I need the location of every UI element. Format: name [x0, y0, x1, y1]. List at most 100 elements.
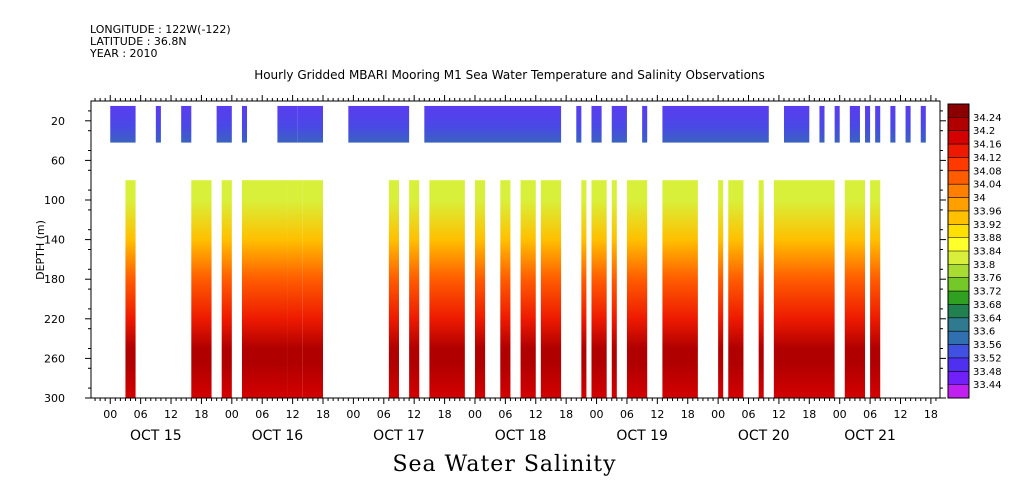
x-tick-label: 12: [407, 408, 421, 421]
deep-block-3: [241, 180, 288, 398]
x-tick-label: 12: [772, 408, 786, 421]
colorbar-label: 34.24: [973, 113, 1002, 124]
colorbar-label: 33.88: [973, 233, 1002, 244]
x-tick-label: 06: [620, 408, 634, 421]
x-day-label: OCT 15: [130, 428, 182, 444]
colorbar-swatch: [948, 224, 969, 239]
deep-block-6: [388, 180, 399, 398]
colorbar-label: 34: [973, 193, 986, 204]
colorbar-label: 34.08: [973, 166, 1002, 177]
surface-block-15: [819, 105, 825, 143]
colorbar-label: 33.8: [973, 260, 995, 271]
colorbar-swatch: [948, 117, 969, 132]
surface-block-4: [241, 105, 248, 143]
x-tick-label: 18: [194, 408, 208, 421]
y-tick-label: 220: [44, 313, 65, 326]
x-tick-label: 06: [255, 408, 269, 421]
deep-block-20: [758, 180, 764, 398]
deep-block-22: [844, 180, 866, 398]
colorbar-swatch: [948, 157, 969, 172]
surface-block-10: [591, 105, 602, 143]
colorbar-label: 34.04: [973, 180, 1002, 191]
deep-block-15: [611, 180, 617, 398]
y-tick-label: 140: [44, 234, 65, 247]
x-tick-label: 00: [346, 408, 360, 421]
deep-block-7: [409, 180, 420, 398]
colorbar-label: 33.64: [973, 313, 1002, 324]
deep-block-17: [662, 180, 698, 398]
x-day-label: OCT 19: [616, 428, 668, 444]
deep-block-13: [581, 180, 587, 398]
surface-block-5: [277, 105, 298, 143]
x-tick-label: 12: [286, 408, 300, 421]
colorbar-swatch: [948, 304, 969, 319]
metadata-block: LONGITUDE : 122W(-122) LATITUDE : 36.8N …: [90, 24, 231, 60]
x-tick-label: 12: [893, 408, 907, 421]
colorbar-swatch: [948, 170, 969, 185]
x-tick-label: 06: [863, 408, 877, 421]
x-tick-label: 18: [316, 408, 330, 421]
y-tick-label: 20: [51, 115, 65, 128]
colorbar-swatch: [948, 371, 969, 386]
x-tick-label: 00: [711, 408, 725, 421]
colorbar-swatch: [948, 331, 969, 346]
deep-block-21: [773, 180, 835, 398]
colorbar-label: 33.92: [973, 220, 1002, 231]
deep-block-5: [302, 180, 324, 398]
surface-block-20: [890, 105, 896, 143]
y-tick-label: 100: [44, 194, 65, 207]
longitude-label: LONGITUDE : 122W(-122): [90, 23, 231, 36]
surface-block-14: [783, 105, 810, 143]
x-day-label: OCT 17: [373, 428, 425, 444]
colorbar-swatch: [948, 251, 969, 265]
surface-block-0: [110, 105, 136, 143]
x-day-label: OCT 16: [252, 428, 304, 444]
surface-block-3: [216, 105, 232, 143]
colorbar-label: 33.84: [973, 247, 1002, 258]
colorbar-swatch: [948, 237, 969, 252]
colorbar-label: 33.76: [973, 273, 1002, 284]
colorbar-label: 33.52: [973, 353, 1002, 364]
deep-block-23: [870, 180, 881, 398]
deep-block-0: [125, 180, 136, 398]
colorbar-label: 34.2: [973, 126, 995, 137]
deep-block-9: [474, 180, 486, 398]
surface-block-9: [576, 105, 582, 143]
deep-block-4: [287, 180, 303, 398]
x-tick-label: 06: [134, 408, 148, 421]
colorbar-label: 33.48: [973, 367, 1002, 378]
x-tick-label: 12: [164, 408, 178, 421]
colorbar-swatch: [948, 197, 969, 212]
x-tick-label: 18: [438, 408, 452, 421]
surface-block-21: [905, 105, 911, 143]
colorbar-swatch: [948, 210, 969, 225]
x-tick-label: 18: [802, 408, 816, 421]
colorbar-swatch: [948, 317, 969, 332]
colorbar-label: 33.56: [973, 340, 1002, 351]
deep-block-18: [718, 180, 724, 398]
surface-block-8: [424, 105, 562, 143]
surface-block-7: [348, 105, 410, 143]
y-tick-label: 260: [44, 352, 65, 365]
chart-title: Hourly Gridded MBARI Mooring M1 Sea Wate…: [254, 68, 765, 82]
colorbar-swatch: [948, 357, 969, 372]
x-tick-label: 06: [742, 408, 756, 421]
surface-block-11: [611, 105, 627, 143]
x-day-label: OCT 20: [738, 428, 790, 444]
colorbar-label: 33.72: [973, 287, 1002, 298]
x-tick-label: 00: [225, 408, 239, 421]
colorbar-swatch: [948, 184, 969, 199]
x-tick-label: 18: [924, 408, 938, 421]
colorbar-label: 33.6: [973, 327, 995, 338]
surface-block-13: [662, 105, 769, 143]
surface-block-1: [155, 105, 161, 143]
surface-block-18: [865, 105, 871, 143]
y-tick-label: 300: [44, 392, 65, 405]
surface-block-17: [849, 105, 860, 143]
colorbar-swatch: [948, 384, 969, 399]
deep-block-10: [500, 180, 511, 398]
x-tick-label: 00: [590, 408, 604, 421]
colorbar-swatch: [948, 130, 969, 145]
latitude-label: LATITUDE : 36.8N: [90, 35, 187, 48]
x-tick-label: 00: [833, 408, 847, 421]
